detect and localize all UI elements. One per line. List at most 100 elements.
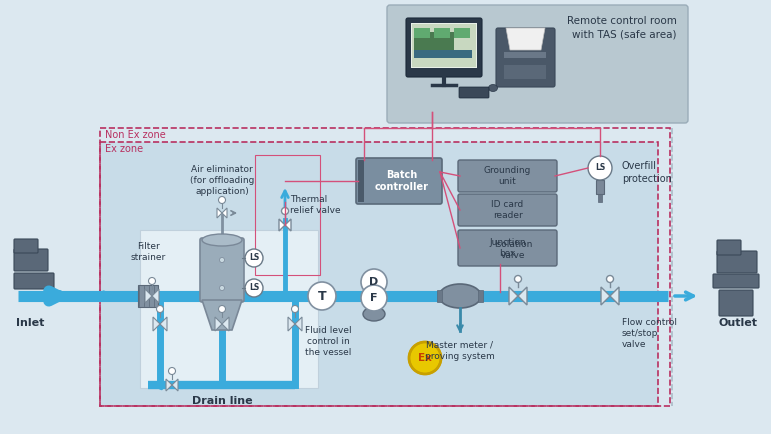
Text: LS: LS <box>249 253 259 263</box>
Circle shape <box>607 276 614 283</box>
Bar <box>504 65 546 79</box>
Polygon shape <box>279 219 285 231</box>
Circle shape <box>361 269 387 295</box>
Circle shape <box>409 342 441 374</box>
Text: Air eliminator
(for offloading
application): Air eliminator (for offloading applicati… <box>190 165 254 196</box>
FancyBboxPatch shape <box>140 230 318 388</box>
Ellipse shape <box>439 284 481 308</box>
Bar <box>596 180 604 194</box>
FancyBboxPatch shape <box>459 87 489 98</box>
Text: Drain line: Drain line <box>192 396 252 406</box>
Ellipse shape <box>489 85 497 92</box>
Circle shape <box>281 207 288 214</box>
Polygon shape <box>610 287 619 305</box>
FancyBboxPatch shape <box>200 238 244 302</box>
Text: Isolation
valve: Isolation valve <box>493 240 532 260</box>
Circle shape <box>245 279 263 297</box>
Polygon shape <box>166 379 172 391</box>
Polygon shape <box>518 287 527 305</box>
Polygon shape <box>172 379 178 391</box>
Circle shape <box>308 282 336 310</box>
Circle shape <box>157 306 163 312</box>
Text: Junction
box: Junction box <box>489 238 526 258</box>
Polygon shape <box>152 289 159 303</box>
Text: Ex zone: Ex zone <box>105 144 143 154</box>
FancyBboxPatch shape <box>458 230 557 266</box>
FancyBboxPatch shape <box>713 274 759 288</box>
FancyBboxPatch shape <box>458 194 557 226</box>
Polygon shape <box>222 208 227 218</box>
Text: ID card
reader: ID card reader <box>491 201 524 220</box>
Circle shape <box>245 249 263 267</box>
Polygon shape <box>222 317 229 331</box>
Text: Flow control
set/stop
valve: Flow control set/stop valve <box>622 318 677 349</box>
Polygon shape <box>601 287 610 305</box>
Circle shape <box>218 306 225 312</box>
FancyBboxPatch shape <box>14 239 38 253</box>
Text: Master meter /
proving system: Master meter / proving system <box>425 341 495 361</box>
Text: D: D <box>369 277 379 287</box>
Text: Filter
strainer: Filter strainer <box>130 242 166 262</box>
Bar <box>478 290 483 302</box>
Bar <box>411 23 477 68</box>
FancyBboxPatch shape <box>387 5 688 123</box>
Polygon shape <box>506 28 545 50</box>
Circle shape <box>220 257 224 263</box>
Text: Fluid level
control in
the vessel: Fluid level control in the vessel <box>305 326 352 357</box>
Bar <box>358 160 364 202</box>
FancyBboxPatch shape <box>719 290 753 316</box>
Text: Thermal
relief valve: Thermal relief valve <box>290 195 341 215</box>
Polygon shape <box>295 317 302 331</box>
Bar <box>414 32 454 50</box>
Polygon shape <box>202 300 242 330</box>
Bar <box>138 285 158 307</box>
FancyBboxPatch shape <box>496 28 555 87</box>
FancyBboxPatch shape <box>717 240 741 255</box>
FancyBboxPatch shape <box>717 251 757 273</box>
Polygon shape <box>509 287 518 305</box>
Text: Remote control room
with TAS (safe area): Remote control room with TAS (safe area) <box>567 16 677 39</box>
Polygon shape <box>215 317 222 331</box>
Polygon shape <box>153 317 160 331</box>
Bar <box>598 194 602 202</box>
Text: Ex: Ex <box>418 353 432 363</box>
Polygon shape <box>285 219 291 231</box>
FancyBboxPatch shape <box>14 249 48 271</box>
Bar <box>414 28 430 38</box>
Text: LS: LS <box>595 164 605 172</box>
Circle shape <box>588 156 612 180</box>
Text: Overfill
protection: Overfill protection <box>622 161 672 184</box>
Text: Grounding
unit: Grounding unit <box>484 166 531 186</box>
Bar <box>504 52 546 58</box>
Ellipse shape <box>363 307 385 321</box>
Text: T: T <box>318 289 326 302</box>
Polygon shape <box>160 317 167 331</box>
Circle shape <box>149 277 156 285</box>
Text: LS: LS <box>249 283 259 293</box>
FancyBboxPatch shape <box>406 18 482 77</box>
Bar <box>434 28 450 38</box>
Circle shape <box>218 197 225 204</box>
Circle shape <box>291 306 298 312</box>
Bar <box>414 50 472 58</box>
Bar <box>412 24 476 67</box>
Circle shape <box>169 368 176 375</box>
Circle shape <box>514 276 521 283</box>
FancyBboxPatch shape <box>458 160 557 192</box>
Polygon shape <box>217 208 222 218</box>
Polygon shape <box>288 317 295 331</box>
Polygon shape <box>145 289 152 303</box>
Bar <box>454 28 470 38</box>
Ellipse shape <box>202 234 242 246</box>
Text: Outlet: Outlet <box>719 318 757 328</box>
Text: Batch
controller: Batch controller <box>375 170 429 192</box>
Text: Inlet: Inlet <box>16 318 44 328</box>
FancyBboxPatch shape <box>14 273 54 289</box>
FancyBboxPatch shape <box>100 142 658 406</box>
Circle shape <box>220 286 224 290</box>
FancyBboxPatch shape <box>356 158 442 204</box>
Text: Non Ex zone: Non Ex zone <box>105 130 166 140</box>
Circle shape <box>361 285 387 311</box>
Text: F: F <box>370 293 378 303</box>
Bar <box>437 290 442 302</box>
